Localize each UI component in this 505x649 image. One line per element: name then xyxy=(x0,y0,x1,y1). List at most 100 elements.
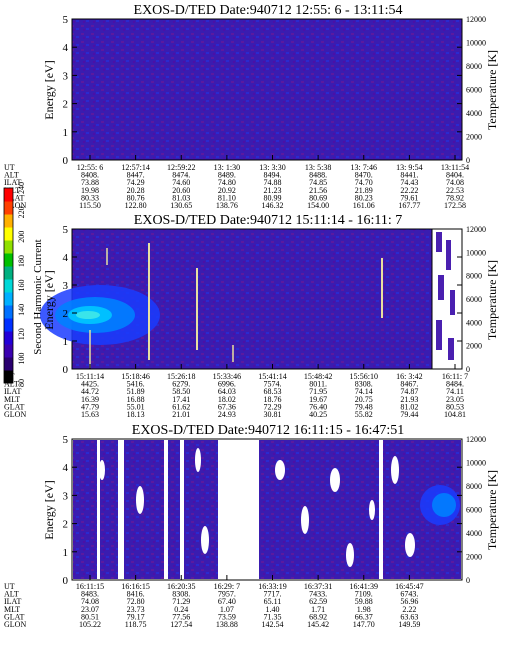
y2-tick-label: 4000 xyxy=(466,109,482,118)
y-tick-label: 3 xyxy=(63,70,69,82)
table-cell: 21.01 xyxy=(172,410,190,419)
table-cell: 55.01 xyxy=(127,402,145,411)
panel-1-orbit-table: UTALTILATMLTGLATGLON12:55: 68408.73.8819… xyxy=(4,155,469,210)
table-cell: 72.80 xyxy=(127,597,145,606)
table-cell: 24.93 xyxy=(218,410,236,419)
colorbar-cell xyxy=(4,292,13,306)
table-cell: 105.22 xyxy=(79,620,101,629)
table-cell: 74.08 xyxy=(446,178,464,187)
panel-3-y2-label: Temperature [K] xyxy=(485,470,499,550)
table-cell: 16:11: 7 xyxy=(442,372,468,381)
table-row-label: ILAT xyxy=(4,387,21,396)
y2-tick-label: 12000 xyxy=(466,435,486,444)
table-cell: 15:11:14 xyxy=(76,372,104,381)
table-cell: 80.53 xyxy=(446,402,464,411)
table-cell: 74.88 xyxy=(264,178,282,187)
table-cell: 21.93 xyxy=(400,395,418,404)
y2-tick-label: 10000 xyxy=(466,459,486,468)
table-cell: 16:33:19 xyxy=(258,582,286,591)
table-cell: 15:18:46 xyxy=(121,372,149,381)
table-cell: 19.67 xyxy=(309,395,327,404)
table-cell: 8470. xyxy=(355,171,373,180)
colorbar-cell xyxy=(4,318,13,332)
panel-2-orbit-table: UTALTILATMLTGLATGLON15:11:144425.44.7216… xyxy=(4,364,468,419)
table-cell: 16.88 xyxy=(127,395,145,404)
y2-tick-label: 2000 xyxy=(466,342,482,351)
table-cell: 68.92 xyxy=(309,612,327,621)
panel-2-spikes xyxy=(89,243,383,368)
table-cell: 61.62 xyxy=(172,402,190,411)
colorbar-ticks: 80 100 120 140 160 180 200 220 240 xyxy=(17,182,26,387)
table-cell: 172.58 xyxy=(444,201,466,210)
panel-3-y-ticks: 0 1 2 3 4 5 xyxy=(63,434,462,587)
table-cell: 20.75 xyxy=(355,395,373,404)
table-cell: 7433. xyxy=(309,590,327,599)
table-cell: 15:33:46 xyxy=(213,372,241,381)
colorbar-tick-label: 220 xyxy=(17,206,26,218)
table-cell: 13: 9:54 xyxy=(396,163,422,172)
y-tick-label: 2 xyxy=(63,308,69,320)
table-cell: 6996. xyxy=(218,380,236,389)
y2-tick-label: 6000 xyxy=(466,86,482,95)
colorbar-cell xyxy=(4,331,13,345)
table-cell: 8489. xyxy=(218,171,236,180)
table-cell: 79.17 xyxy=(127,612,145,621)
table-cell: 149.59 xyxy=(398,620,420,629)
table-cell: 130.65 xyxy=(170,201,192,210)
table-cell: 74.60 xyxy=(172,178,190,187)
panel-2-title: EXOS-D/TED Date:940712 15:11:14 - 16:11:… xyxy=(134,213,402,228)
table-cell: 21.23 xyxy=(264,186,282,195)
table-cell: 80.23 xyxy=(355,193,373,202)
table-cell: 5416. xyxy=(127,380,145,389)
table-cell: 13: 7:46 xyxy=(351,163,377,172)
panel-1-y-ticks: 0 1 2 3 4 5 xyxy=(63,14,462,167)
table-cell: 7717. xyxy=(264,590,282,599)
y2-tick-label: 0 xyxy=(466,156,470,165)
y-tick-label: 1 xyxy=(63,547,69,559)
table-cell: 13: 3:30 xyxy=(259,163,285,172)
table-cell: 79.48 xyxy=(355,402,373,411)
table-cell: 71.35 xyxy=(264,612,282,621)
table-cell: 79.61 xyxy=(400,193,418,202)
colorbar-tick-label: 100 xyxy=(17,353,26,365)
y2-tick-label: 10000 xyxy=(466,248,486,257)
y2-tick-label: 6000 xyxy=(466,506,482,515)
colorbar-tick-label: 120 xyxy=(17,328,26,340)
table-row-label: ALT xyxy=(4,171,19,180)
y-tick-label: 0 xyxy=(63,575,69,587)
table-cell: 63.63 xyxy=(400,612,418,621)
table-row-label: UT xyxy=(4,163,15,172)
table-cell: 20.28 xyxy=(127,186,145,195)
table-cell: 8467. xyxy=(400,380,418,389)
colorbar-cell xyxy=(4,201,13,215)
panel-3-y2-ticks: 0 2000 4000 6000 8000 10000 12000 xyxy=(466,435,486,585)
colorbar-cell xyxy=(4,266,13,280)
panel-3-title: EXOS-D/TED Date:940712 16:11:15 - 16:47:… xyxy=(132,423,404,438)
y2-tick-label: 12000 xyxy=(466,15,486,24)
colorbar-tick-label: 160 xyxy=(17,280,26,292)
table-cell: 67.40 xyxy=(218,597,236,606)
table-cell: 154.00 xyxy=(307,201,329,210)
table-row-label: MLT xyxy=(4,395,20,404)
table-row-label: UT xyxy=(4,582,15,591)
panel-3-orbit-table: UTALTILATMLTGLATGLON16:11:158483.74.0823… xyxy=(4,575,424,629)
table-cell: 74.87 xyxy=(400,387,418,396)
table-cell: 30.81 xyxy=(264,410,282,419)
table-cell: 79.44 xyxy=(400,410,418,419)
table-cell: 8474. xyxy=(172,171,190,180)
table-cell: 16:16:15 xyxy=(121,582,149,591)
table-cell: 12:57:14 xyxy=(121,163,149,172)
table-cell: 81.10 xyxy=(218,193,236,202)
y2-tick-label: 8000 xyxy=(466,272,482,281)
y2-tick-label: 12000 xyxy=(466,225,486,234)
y2-tick-label: 8000 xyxy=(466,62,482,71)
table-cell: 22.53 xyxy=(446,186,464,195)
table-row-label: GLAT xyxy=(4,402,25,411)
colorbar-tick-label: 240 xyxy=(17,182,26,194)
panel-2-gap-region xyxy=(431,228,463,370)
table-cell: 8484. xyxy=(446,380,464,389)
table-cell: 15.63 xyxy=(81,410,99,419)
table-row-label: GLAT xyxy=(4,193,25,202)
table-cell: 16:29: 7 xyxy=(214,582,240,591)
